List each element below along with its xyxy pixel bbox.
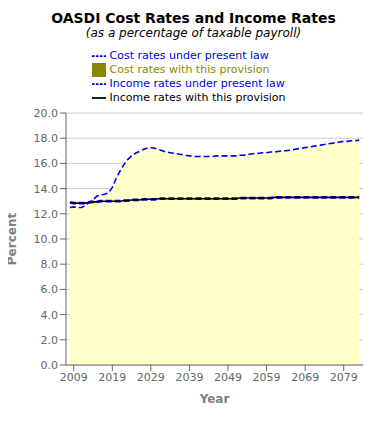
svg-text:6.0: 6.0 xyxy=(41,283,59,296)
svg-text:10.0: 10.0 xyxy=(34,233,59,246)
html-text:Income rates under present law: Income rates under present law xyxy=(109,77,285,90)
svg-text:18.0: 18.0 xyxy=(34,132,59,145)
svg-text:14.0: 14.0 xyxy=(34,183,59,196)
svg-text:4.0: 4.0 xyxy=(41,309,59,322)
svg-text:Year: Year xyxy=(199,392,230,406)
svg-text:2079: 2079 xyxy=(330,371,358,384)
svg-text:2069: 2069 xyxy=(291,371,319,384)
svg-text:0.0: 0.0 xyxy=(41,359,59,372)
svg-text:2029: 2029 xyxy=(137,371,165,384)
svg-text:12.0: 12.0 xyxy=(34,208,59,221)
svg-text:8.0: 8.0 xyxy=(41,258,59,271)
svg-text:2059: 2059 xyxy=(253,371,281,384)
html-text:Cost rates with this provision: Cost rates with this provision xyxy=(109,63,270,76)
svg-text:2009: 2009 xyxy=(60,371,88,384)
svg-text:2049: 2049 xyxy=(214,371,242,384)
svg-text:Percent: Percent xyxy=(8,213,19,266)
html-text:(as a percentage of taxable pa: (as a percentage of taxable payroll) xyxy=(85,26,302,40)
svg-text:20.0: 20.0 xyxy=(34,107,59,120)
html-text:Income rates with this provisi: Income rates with this provision xyxy=(109,91,286,104)
svg-text:16.0: 16.0 xyxy=(34,157,59,170)
svg-text:2039: 2039 xyxy=(175,371,203,384)
svg-text:2019: 2019 xyxy=(98,371,126,384)
svg-text:2.0: 2.0 xyxy=(41,334,59,347)
html-text:OASDI Cost Rates and Income Ra: OASDI Cost Rates and Income Rates xyxy=(51,10,336,26)
html-text:Cost rates under present law: Cost rates under present law xyxy=(109,49,269,62)
